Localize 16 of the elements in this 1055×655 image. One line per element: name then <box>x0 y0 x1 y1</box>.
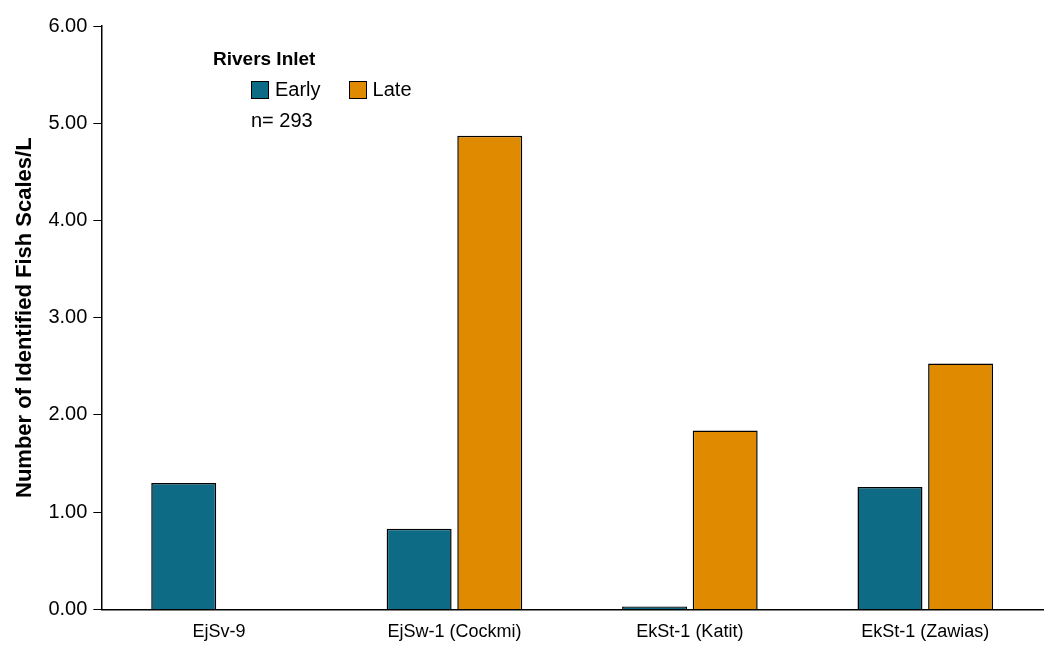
legend-label: Early <box>275 78 321 101</box>
y-tick-label: 3.00 <box>48 305 88 328</box>
y-tick-label: 2.00 <box>48 402 88 425</box>
legend-title: Rivers Inlet <box>213 48 317 70</box>
x-tick-label: EkSt-1 (Zawias) <box>861 621 990 642</box>
x-tick-label: EjSw-1 (Cockmi) <box>387 621 522 642</box>
y-tick-label: 1.00 <box>48 499 88 522</box>
y-tick-label: 5.00 <box>48 110 88 133</box>
y-tick-label: 6.00 <box>48 13 88 36</box>
x-tick-label: EjSv-9 <box>192 621 246 642</box>
y-axis-title: Number of Identified Fish Scales/L <box>11 137 37 499</box>
annotation: n= 293 <box>251 109 314 132</box>
y-tick-label: 0.00 <box>48 596 88 619</box>
y-tick-label: 4.00 <box>48 207 88 230</box>
legend-label: Late <box>372 78 412 101</box>
x-tick-label: EkSt-1 (Katit) <box>636 621 744 642</box>
